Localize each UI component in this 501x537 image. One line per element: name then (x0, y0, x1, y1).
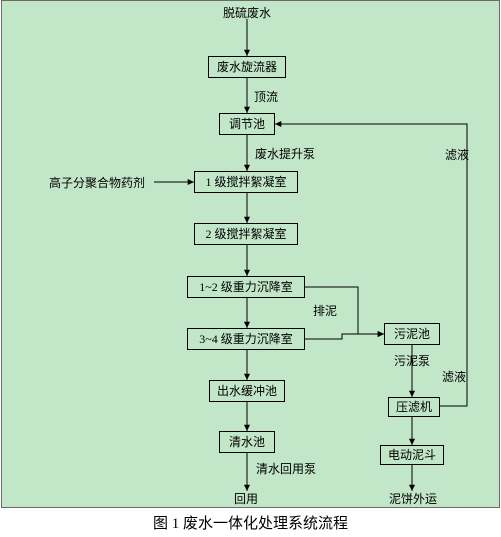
flowchart-canvas: 废水旋流器调节池 1 级搅拌絮凝室 2 级搅拌絮凝室 1~2 级重力沉降室 3~4 级重… (1, 0, 500, 508)
node-floc1-label: 1 级搅拌絮凝室 (205, 176, 286, 188)
node-sed12: 1~2 级重力沉降室 (187, 276, 305, 298)
node-hopper: 电动泥斗 (380, 445, 444, 465)
node-tank: 调节池 (219, 113, 275, 135)
node-buffer: 出水缓冲池 (209, 380, 285, 402)
node-tank-label: 调节池 (229, 118, 265, 130)
label-filtrate2: 滤液 (442, 371, 466, 383)
node-floc1: 1 级搅拌絮凝室 (194, 171, 298, 193)
e-hopper-out-arrow (409, 485, 415, 491)
node-hopper-label: 电动泥斗 (388, 449, 436, 461)
label-overflow: 顶流 (254, 91, 278, 103)
node-sludge-label: 污泥池 (394, 328, 430, 340)
node-sludge: 污泥池 (384, 323, 440, 345)
figure-caption: 图 1 废水一体化处理系统流程 (0, 512, 501, 533)
label-cake: 泥饼外运 (389, 493, 437, 505)
e-filtrate-return-arrow (275, 121, 281, 127)
label-mud: 排泥 (313, 305, 337, 317)
node-floc2-label: 2 级搅拌絮凝室 (205, 228, 286, 240)
node-buffer-label: 出水缓冲池 (217, 385, 277, 397)
label-lift_pump: 废水提升泵 (255, 148, 315, 160)
node-sed34-label: 3~4 级重力沉降室 (199, 333, 293, 345)
node-clear-label: 清水池 (229, 436, 265, 448)
node-hydrocyclone-label: 废水旋流器 (217, 61, 277, 73)
node-press-label: 压滤机 (396, 401, 432, 413)
label-return_pump: 清水回用泵 (256, 463, 316, 475)
node-clear: 清水池 (219, 431, 275, 453)
e-filtrate-return (275, 124, 467, 406)
node-press: 压滤机 (388, 397, 440, 417)
node-hydrocyclone: 废水旋流器 (208, 56, 286, 78)
node-floc2: 2 级搅拌絮凝室 (194, 223, 298, 245)
e-clear-reuse-arrow (244, 485, 250, 491)
node-sed12-label: 1~2 级重力沉降室 (199, 281, 293, 293)
label-polymer: 高子分聚合物药剂 (49, 177, 145, 189)
e-sed34-sludge (305, 334, 384, 339)
label-source: 脱硫废水 (223, 7, 271, 19)
label-spump: 污泥泵 (394, 355, 430, 367)
label-filtrate1: 滤液 (445, 149, 469, 161)
label-reuse: 回用 (234, 493, 258, 505)
node-sed34: 3~4 级重力沉降室 (187, 328, 305, 350)
